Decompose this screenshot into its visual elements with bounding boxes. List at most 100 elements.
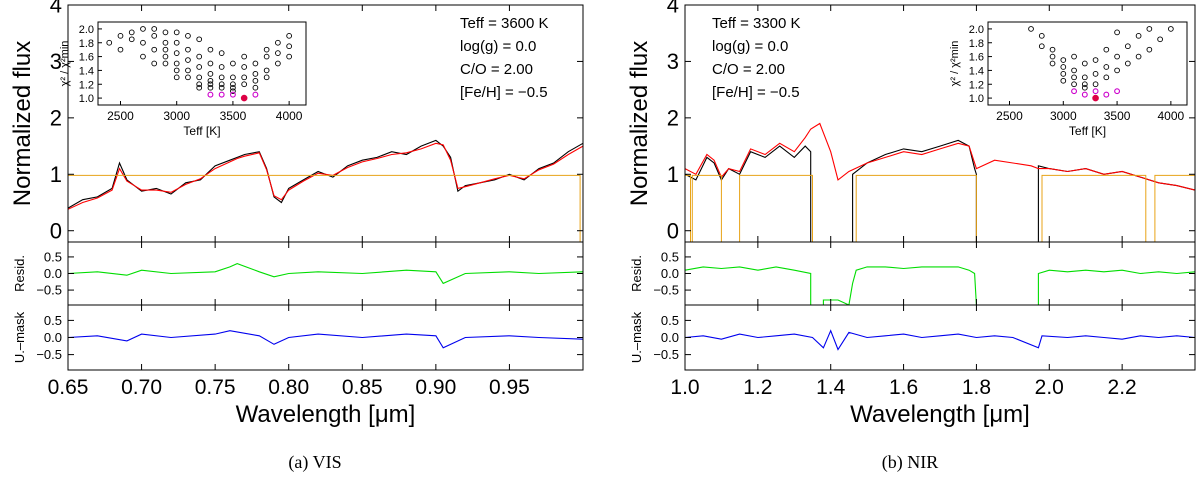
vis-inset-point bbox=[151, 60, 158, 67]
vis-inset-point bbox=[196, 84, 203, 91]
vis-inset-point bbox=[173, 74, 180, 81]
vis-inset-point bbox=[140, 53, 146, 60]
nir-inset-ylabel: χ² / χ²min bbox=[949, 41, 961, 87]
nir-inset-point bbox=[1071, 67, 1077, 74]
vis-inset-point bbox=[173, 67, 180, 74]
vis-inset-point-near-best bbox=[218, 91, 225, 98]
vis-xtick-label: 0.70 bbox=[121, 376, 162, 399]
nir-inset-best-point bbox=[1092, 94, 1099, 102]
nir-inset-point bbox=[1071, 81, 1077, 88]
vis-inset-point bbox=[252, 71, 259, 77]
vis-inset-point bbox=[241, 64, 248, 70]
nir-main-ylabel: Normalized flux bbox=[626, 41, 653, 206]
vis-inset-point bbox=[207, 84, 214, 91]
vis-inset-point bbox=[162, 53, 169, 60]
vis-inset-point bbox=[117, 32, 124, 39]
nir-inset-point bbox=[1114, 67, 1120, 74]
vis-inset-point bbox=[218, 81, 225, 88]
vis-inset-point bbox=[207, 71, 214, 77]
nir-inset-xtick-label: 2500 bbox=[996, 109, 1023, 123]
nir-inset-point bbox=[1081, 84, 1088, 91]
vis-inset-point bbox=[263, 46, 270, 53]
nir-xtick-label: 2.2 bbox=[1108, 376, 1137, 399]
vis-inset-point bbox=[173, 60, 180, 67]
vis-inset-point bbox=[230, 88, 236, 95]
nir-annotation-line: [Fe/H] = −0.5 bbox=[712, 84, 800, 101]
nir-inset-point-near-best bbox=[1103, 91, 1110, 98]
nir-inset-point bbox=[1092, 81, 1099, 88]
vis-main-ytick-label: 0 bbox=[50, 218, 62, 243]
vis-xtick-label: 0.75 bbox=[195, 376, 236, 399]
vis-inset-ylabel: χ² / χ²min bbox=[59, 41, 71, 87]
vis-inset-point bbox=[230, 84, 236, 91]
nir-inset-point bbox=[1092, 57, 1099, 63]
nir-resid-frame bbox=[684, 241, 1196, 306]
vis-resid-series-masked-residual bbox=[68, 263, 583, 285]
nir-xtick-label: 1.2 bbox=[743, 376, 772, 399]
nir-inset-point bbox=[1060, 77, 1067, 84]
vis-xtick-label: 0.90 bbox=[415, 376, 456, 399]
nir-inset-ytick-label: 1.6 bbox=[969, 52, 984, 64]
nir-main-ytick-label: 4 bbox=[667, 0, 679, 18]
nir-inset-ytick-label: 1.0 bbox=[969, 93, 984, 105]
vis-inset-point bbox=[185, 67, 191, 74]
vis-inset-point bbox=[218, 64, 225, 70]
vis-xtick-label: 0.95 bbox=[489, 376, 530, 399]
vis-inset-point bbox=[106, 39, 113, 46]
nir-xtick-label: 1.6 bbox=[889, 376, 918, 399]
nir-inset-point bbox=[1135, 32, 1142, 39]
vis-inset-point bbox=[218, 74, 225, 81]
vis-main-ytick-label: 2 bbox=[50, 106, 62, 131]
nir-inset-point bbox=[1060, 57, 1067, 63]
vis-inset-point bbox=[151, 26, 158, 32]
nir-inset-point bbox=[1081, 60, 1088, 67]
nir-main-series-mask bbox=[685, 174, 1195, 242]
vis-inset-point bbox=[275, 50, 281, 56]
vis-inset-point bbox=[162, 29, 169, 36]
vis-main-ytick-label: 3 bbox=[50, 49, 62, 74]
vis-inset-point bbox=[185, 46, 191, 53]
vis-inset-point bbox=[252, 77, 259, 84]
vis-annotation-line: [Fe/H] = −0.5 bbox=[460, 84, 548, 101]
nir-umask-series-unmasked-residual bbox=[685, 329, 1195, 351]
nir-inset-xtick-label: 3000 bbox=[1050, 109, 1077, 123]
vis-inset-point-near-best bbox=[252, 91, 259, 98]
nir-inset-point bbox=[1038, 43, 1045, 50]
vis-inset-ytick-label: 1.0 bbox=[79, 93, 94, 105]
nir-inset-point bbox=[1103, 64, 1110, 70]
nir-inset-point-near-best bbox=[1092, 88, 1099, 95]
nir-resid-ytick-label: 0.0 bbox=[661, 266, 679, 281]
vis-inset-point bbox=[117, 46, 124, 53]
vis-inset-xtick-label: 3500 bbox=[220, 109, 247, 123]
vis-inset-point-near-best bbox=[229, 91, 236, 98]
nir-main-ytick-label: 3 bbox=[667, 49, 679, 74]
vis-inset-point bbox=[128, 29, 135, 36]
nir-inset-point bbox=[1103, 46, 1110, 53]
vis-main-ylabel: Normalized flux bbox=[9, 41, 36, 206]
vis-xtick-label: 0.85 bbox=[342, 376, 383, 399]
vis-umask-ytick-label: 0.0 bbox=[44, 330, 62, 345]
nir-inset-point bbox=[1071, 53, 1077, 60]
nir-umask-ylabel: U.–mask bbox=[629, 311, 644, 363]
vis-xtick-label: 0.65 bbox=[48, 376, 89, 399]
vis-inset-ytick-label: 2.0 bbox=[79, 24, 94, 36]
nir-umask-ytick-label: 0.0 bbox=[661, 330, 679, 345]
vis-inset-point bbox=[173, 50, 180, 56]
vis-inset-ytick-label: 1.6 bbox=[79, 52, 94, 64]
nir-main-series-observed bbox=[685, 139, 1195, 242]
vis-inset-best-point bbox=[240, 94, 248, 102]
nir-inset-point bbox=[1049, 53, 1056, 60]
nir-inset-point bbox=[1146, 46, 1153, 53]
vis-inset-point bbox=[207, 46, 214, 53]
vis-inset-frame bbox=[97, 21, 307, 106]
vis-inset-point bbox=[185, 57, 191, 63]
nir-inset-point-near-best bbox=[1081, 91, 1088, 98]
vis-annotation-line: C/O = 2.00 bbox=[460, 61, 533, 78]
vis-main-series-mask bbox=[68, 174, 581, 242]
vis-resid-frame bbox=[67, 241, 584, 306]
nir-inset-xtick-label: 3500 bbox=[1104, 109, 1131, 123]
vis-inset-xtick-label: 3000 bbox=[163, 109, 190, 123]
nir-inset-point-near-best bbox=[1071, 88, 1078, 95]
nir-annotation-line: Teff = 3300 K bbox=[712, 15, 801, 32]
vis-umask-ytick-label: 0.5 bbox=[44, 313, 62, 328]
